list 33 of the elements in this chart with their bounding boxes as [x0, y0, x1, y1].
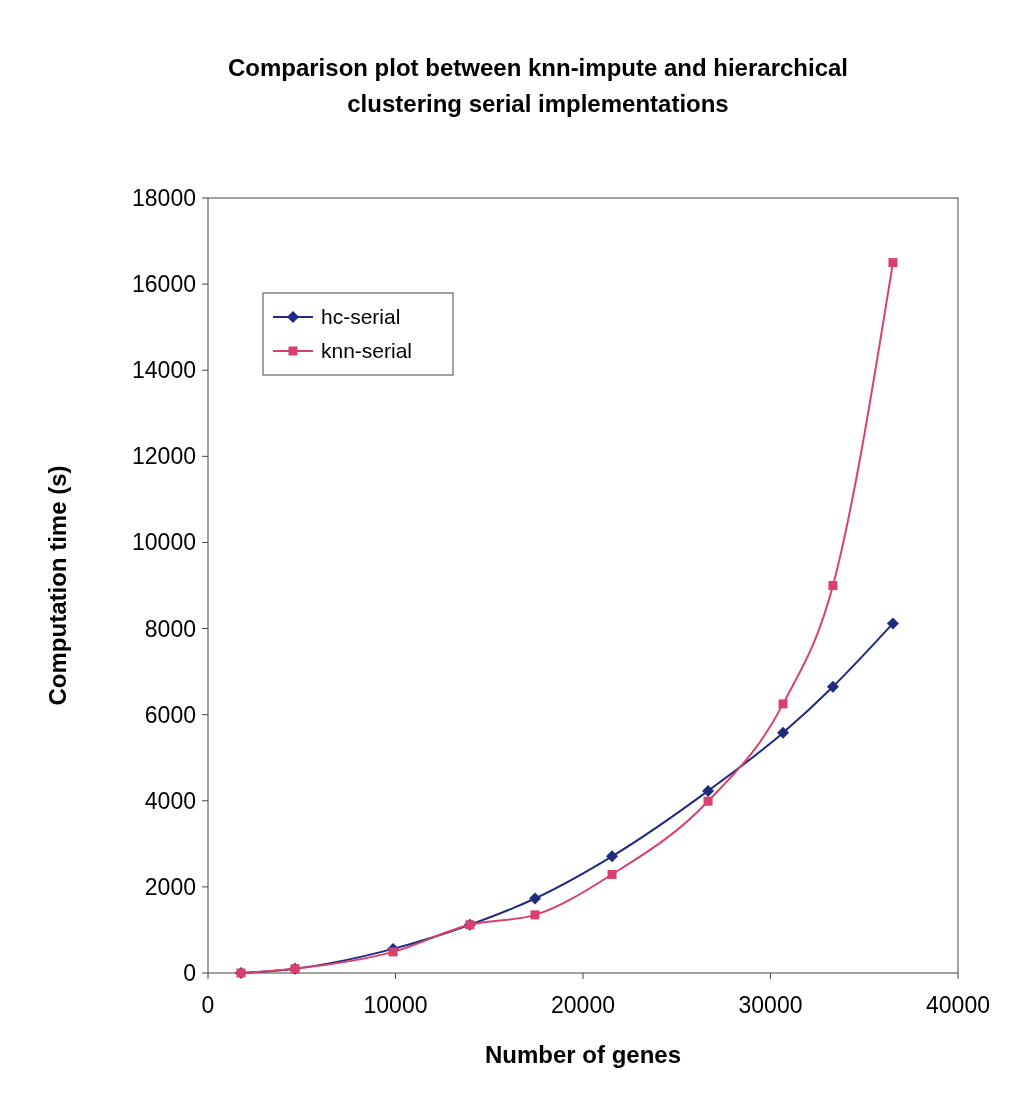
point	[529, 892, 541, 905]
x-tick-label: 30000	[738, 992, 803, 1018]
chart-title: Comparison plot between knn-impute and hierarchical clustering serial implementations	[227, 54, 849, 117]
point	[388, 947, 398, 957]
point	[826, 680, 839, 693]
x-tick-label: 10000	[363, 992, 428, 1018]
y-tick-label: 0	[183, 960, 196, 986]
y-tick-label: 16000	[132, 271, 196, 298]
y-tick-label: 18000	[132, 185, 196, 211]
x-axis-title: Number of genes	[484, 1041, 682, 1068]
point	[530, 910, 540, 920]
point	[607, 869, 617, 879]
y-tick-label: 12000	[132, 443, 196, 470]
point	[886, 617, 899, 630]
x-tick-label: 0	[201, 992, 215, 1018]
point	[702, 784, 715, 797]
y-axis-title: Computation time (s)	[44, 465, 71, 706]
y-tick-label: 10000	[132, 529, 196, 556]
point	[703, 796, 713, 806]
x-tick-label: 40000	[926, 992, 990, 1018]
point	[777, 726, 790, 739]
point	[606, 850, 619, 863]
y-tick-label: 8000	[144, 615, 196, 642]
legend-label: knn-serial	[321, 339, 413, 362]
point	[828, 581, 838, 590]
legend-label: hc-serial	[321, 305, 401, 328]
x-tick-label: 20000	[551, 992, 615, 1018]
y-tick-label: 14000	[132, 357, 196, 384]
y-tick-label: 2000	[144, 873, 196, 900]
point	[778, 699, 788, 709]
y-tick-label: 4000	[144, 787, 196, 814]
y-tick-label: 6000	[144, 701, 196, 728]
point	[888, 258, 898, 268]
